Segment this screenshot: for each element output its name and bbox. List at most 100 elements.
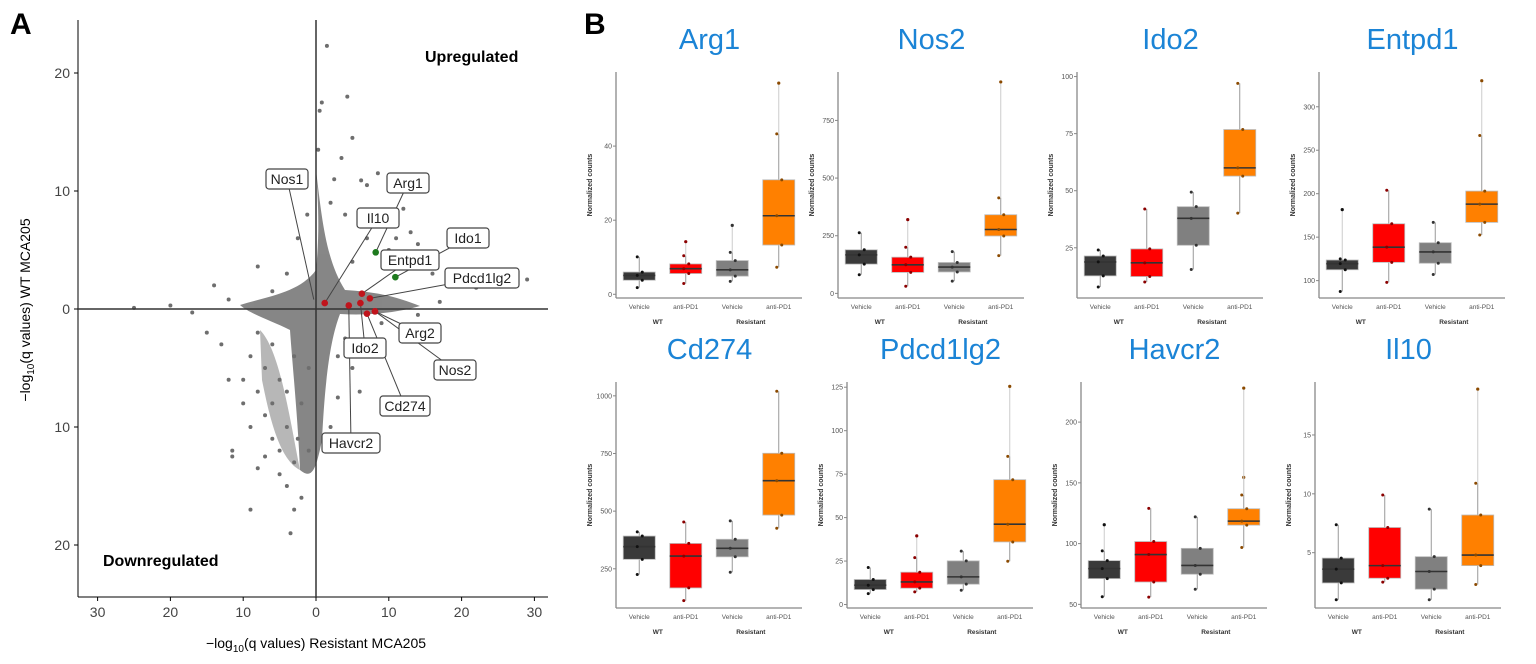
leader-line bbox=[324, 217, 379, 304]
data-point bbox=[255, 330, 260, 335]
data-point bbox=[525, 277, 530, 282]
box-iqr bbox=[1372, 223, 1406, 263]
gene-label-il10: Il10 bbox=[367, 210, 390, 226]
data-point bbox=[950, 279, 954, 283]
box-vehicle-wt bbox=[844, 231, 878, 277]
category-label: Vehicle bbox=[1421, 614, 1442, 621]
data-point bbox=[1427, 598, 1431, 602]
group-label: Resistant bbox=[967, 629, 997, 636]
x-tick-label: 30 bbox=[90, 604, 106, 620]
box-anti-pd1-resistant bbox=[993, 384, 1027, 563]
y-axis-label: Normalized counts bbox=[587, 154, 594, 217]
data-point bbox=[728, 570, 732, 574]
data-point bbox=[1189, 267, 1193, 271]
data-point bbox=[1193, 587, 1197, 591]
data-point bbox=[306, 448, 311, 453]
category-label: anti-PD1 bbox=[988, 304, 1014, 311]
data-point bbox=[959, 549, 963, 553]
box-vehicle-resistant bbox=[937, 250, 971, 283]
y-tick-label: 15 bbox=[1303, 432, 1311, 439]
data-point bbox=[1385, 188, 1389, 192]
y-tick-label: 0 bbox=[830, 291, 834, 298]
data-point bbox=[1478, 202, 1482, 206]
box-vehicle-wt bbox=[1087, 523, 1121, 599]
box-iqr bbox=[1418, 242, 1452, 264]
y-tick-label: 50 bbox=[1065, 188, 1073, 195]
category-label: anti-PD1 bbox=[1372, 614, 1398, 621]
data-point bbox=[306, 366, 311, 370]
data-point bbox=[1100, 567, 1104, 571]
gene-label-arg2: Arg2 bbox=[405, 325, 435, 341]
dense-point-core bbox=[240, 170, 420, 474]
data-point bbox=[775, 265, 779, 269]
data-point bbox=[270, 342, 275, 347]
data-point bbox=[1006, 559, 1010, 563]
y-tick-label: 250 bbox=[600, 566, 612, 573]
data-point bbox=[1152, 580, 1156, 584]
y-axis-label: Normalized counts bbox=[1048, 154, 1055, 217]
category-label: anti-PD1 bbox=[997, 614, 1023, 621]
gene-label-box bbox=[444, 267, 520, 289]
group-label: Resistant bbox=[1435, 629, 1465, 636]
gene-label-arg1: Arg1 bbox=[393, 175, 423, 191]
data-point bbox=[226, 377, 231, 382]
data-point bbox=[255, 389, 260, 394]
gene-label-nos1: Nos1 bbox=[271, 171, 304, 187]
gene-label-box bbox=[343, 337, 387, 359]
data-point bbox=[913, 590, 917, 594]
box-iqr bbox=[1227, 508, 1261, 526]
box-anti-pd1-wt bbox=[1368, 493, 1402, 584]
group-label: Resistant bbox=[736, 629, 766, 636]
data-point bbox=[1338, 262, 1342, 266]
box-vehicle-resistant bbox=[946, 549, 980, 592]
box-vehicle-resistant bbox=[1180, 515, 1214, 591]
data-point bbox=[964, 582, 968, 586]
data-point bbox=[1236, 166, 1240, 170]
leader-line bbox=[286, 178, 315, 300]
data-point bbox=[682, 254, 686, 258]
highlighted-point-ido1 bbox=[392, 273, 399, 281]
highlighted-point-cd274 bbox=[363, 310, 371, 318]
data-point bbox=[913, 556, 917, 560]
outlier-point bbox=[1008, 384, 1012, 388]
boxplot-cd274: 250 500 750 1000 Normalized counts Vehicle ant… bbox=[587, 382, 802, 636]
data-point bbox=[1152, 540, 1156, 544]
gene-title-ido2: Ido2 bbox=[1142, 24, 1199, 56]
data-point bbox=[1198, 546, 1202, 550]
data-point bbox=[230, 448, 235, 453]
data-point bbox=[343, 212, 348, 217]
box-anti-pd1-wt bbox=[891, 217, 925, 288]
data-point bbox=[635, 286, 639, 290]
data-point bbox=[1240, 545, 1244, 549]
data-point bbox=[1148, 275, 1152, 279]
data-point bbox=[1148, 247, 1152, 251]
y-tick-label: 50 bbox=[835, 515, 843, 522]
data-point bbox=[241, 377, 246, 382]
gene-label-box bbox=[433, 359, 477, 381]
data-point bbox=[1189, 190, 1193, 194]
y-tick-label: 75 bbox=[1065, 131, 1073, 138]
box-anti-pd1-resistant bbox=[762, 389, 796, 530]
box-anti-pd1-resistant bbox=[1227, 386, 1261, 549]
gene-labels: Nos1 Arg1 Il10 Ido1 Entpd1 Pdcd1lg2 Arg2 Nos2 Id… bbox=[265, 168, 520, 454]
box-iqr bbox=[1223, 129, 1257, 177]
box-vehicle-resistant bbox=[1418, 220, 1452, 277]
data-point bbox=[408, 230, 413, 235]
box-iqr bbox=[900, 571, 934, 589]
data-point bbox=[918, 570, 922, 574]
data-point bbox=[1381, 580, 1385, 584]
box-vehicle-resistant bbox=[1414, 507, 1448, 602]
group-label: Resistant bbox=[1197, 319, 1227, 326]
panel-label-b: B bbox=[584, 8, 606, 41]
data-point bbox=[1431, 273, 1435, 277]
y-tick-label: 200 bbox=[1065, 420, 1077, 427]
data-point bbox=[1096, 248, 1100, 252]
gene-label-box bbox=[386, 172, 430, 194]
box-iqr bbox=[669, 543, 703, 589]
data-point bbox=[1478, 233, 1482, 237]
data-point bbox=[1339, 581, 1343, 585]
category-label: anti-PD1 bbox=[1231, 614, 1257, 621]
data-point bbox=[317, 108, 322, 113]
box-vehicle-wt bbox=[1083, 248, 1117, 289]
data-point bbox=[277, 472, 282, 477]
